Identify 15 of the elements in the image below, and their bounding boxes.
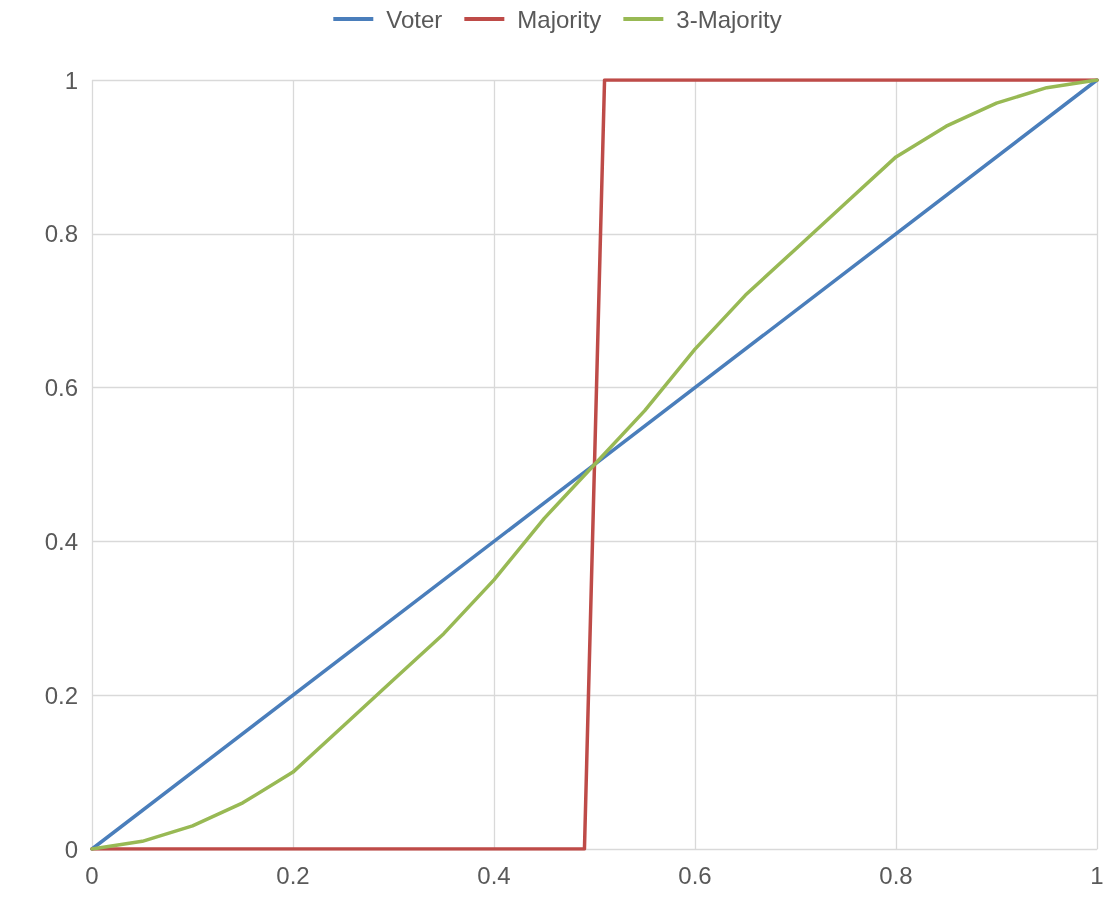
x-tick-label: 0.6 [678, 861, 712, 889]
y-tick-label: 0.2 [44, 681, 78, 709]
x-tick-label: 0 [85, 861, 99, 889]
legend-label: Voter [386, 5, 443, 33]
x-tick-label: 1 [1090, 861, 1104, 889]
y-tick-label: 0.6 [44, 374, 78, 402]
x-tick-label: 0.2 [276, 861, 310, 889]
y-tick-label: 1 [64, 66, 78, 94]
legend-label: Majority [517, 5, 602, 33]
legend-label: 3-Majority [676, 5, 782, 33]
y-tick-label: 0.4 [44, 527, 78, 555]
x-tick-label: 0.4 [477, 861, 511, 889]
x-tick-label: 0.8 [879, 861, 913, 889]
y-tick-label: 0.8 [44, 220, 78, 248]
y-tick-label: 0 [64, 835, 78, 863]
